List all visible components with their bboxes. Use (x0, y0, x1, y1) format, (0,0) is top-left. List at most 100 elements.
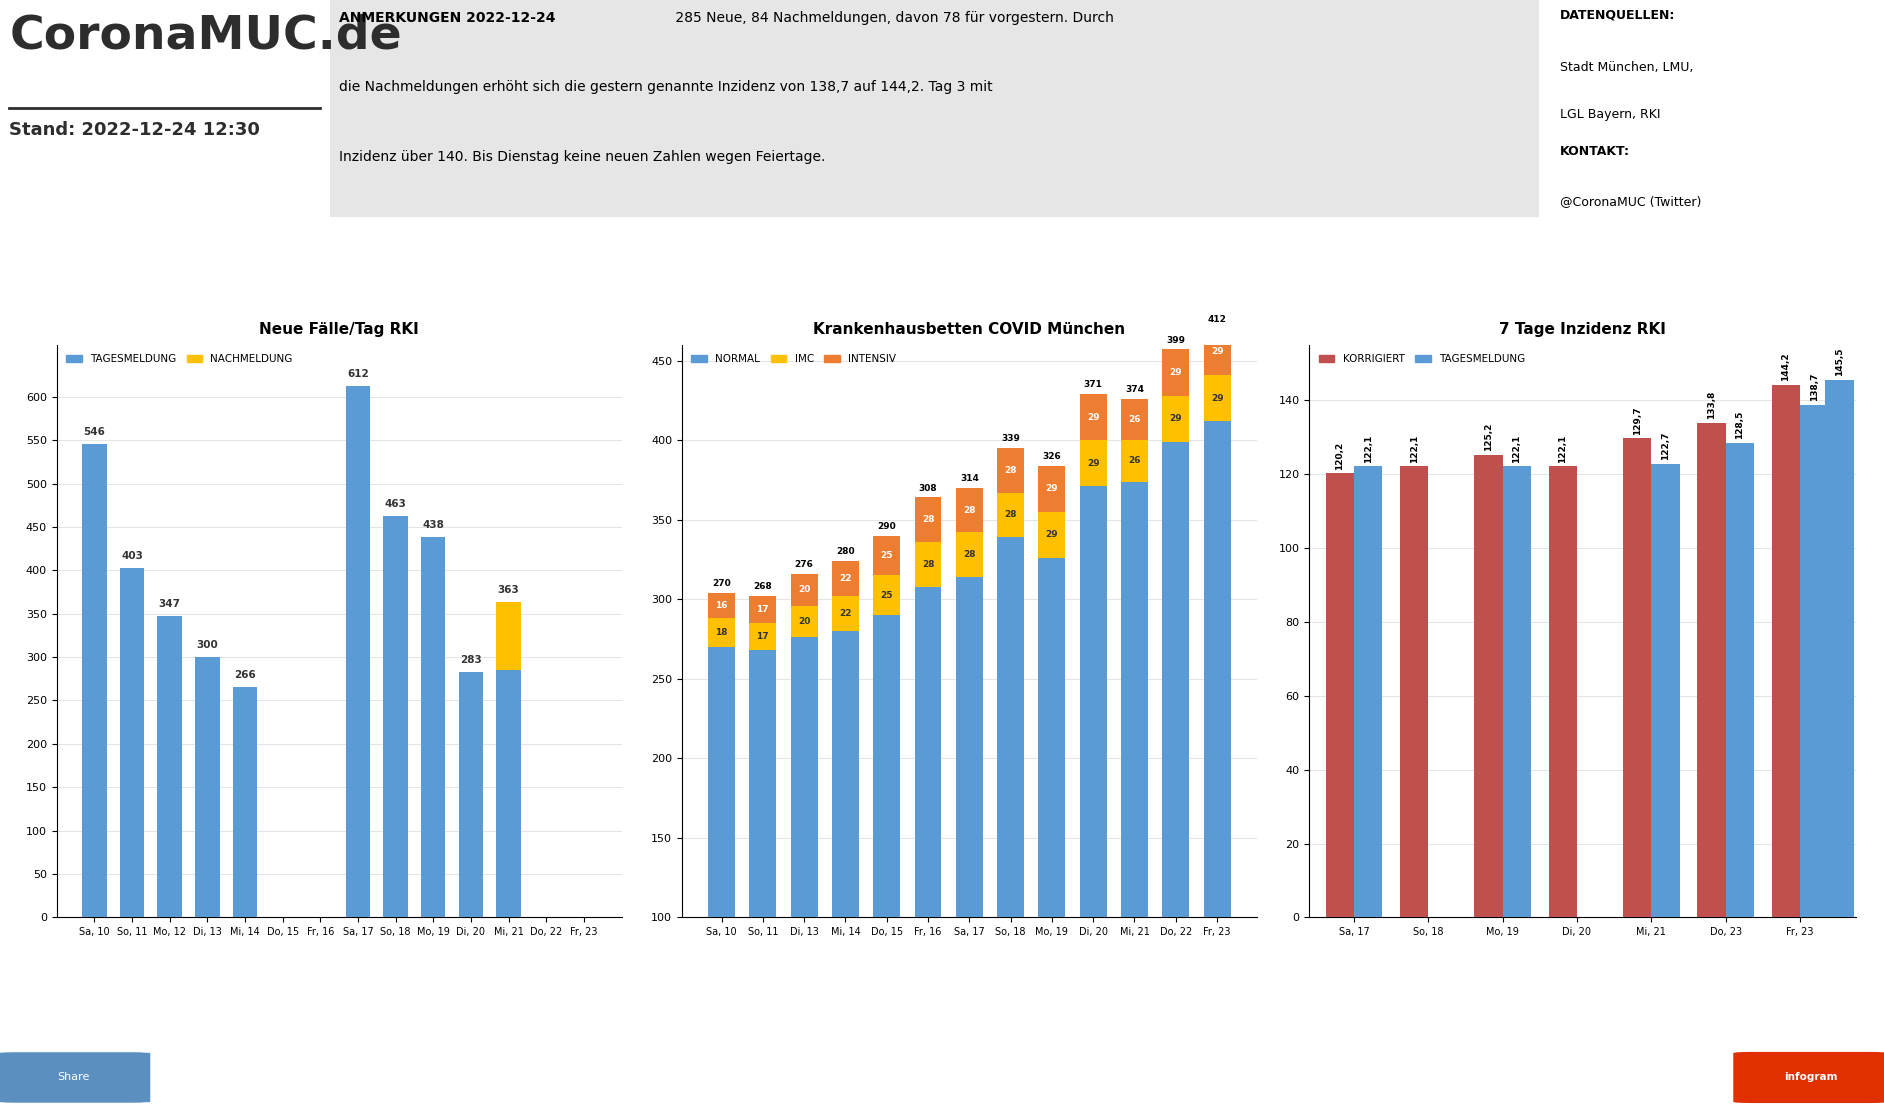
Text: 314: 314 (959, 474, 980, 483)
Bar (997, 448, 1025, 493)
Bar (874, 575, 901, 615)
Bar (1204, 375, 1230, 421)
Bar (708, 593, 735, 618)
Text: Summe RKI heute minus Genesene: Summe RKI heute minus Genesene (982, 1017, 1283, 1033)
Text: 14: 14 (927, 246, 978, 279)
Text: 268: 268 (754, 583, 772, 592)
Text: 28: 28 (921, 515, 934, 524)
Bar (234, 686, 258, 917)
Bar (83, 444, 107, 917)
Text: 326: 326 (1042, 451, 1061, 460)
Text: 122,1: 122,1 (1364, 434, 1373, 463)
Text: BESTÄTIGTE FÄLLE: BESTÄTIGTE FÄLLE (75, 227, 185, 237)
Bar (1799, 405, 1827, 917)
Text: 29: 29 (1211, 394, 1223, 403)
Bar (1326, 474, 1355, 917)
Text: NORMAL        IMC        INTENSIV: NORMAL IMC INTENSIV (872, 299, 1015, 308)
Bar (750, 596, 776, 623)
Text: 280: 280 (836, 547, 855, 556)
Text: 403: 403 (121, 550, 143, 560)
Text: 308: 308 (919, 484, 938, 493)
Text: 270: 270 (712, 579, 731, 588)
Text: Gesamt: 2.405: Gesamt: 2.405 (324, 305, 403, 315)
Text: 412: 412 (1208, 315, 1226, 324)
Text: Gesamt: 704.440: Gesamt: 704.440 (85, 305, 175, 315)
Text: 144,2: 144,2 (1782, 353, 1790, 381)
Text: infogram: infogram (1784, 1072, 1837, 1082)
Bar (1038, 512, 1064, 558)
Text: 18: 18 (716, 628, 727, 637)
Text: Made with: Made with (1658, 1072, 1716, 1082)
Bar (1503, 466, 1532, 917)
Bar (997, 537, 1025, 1076)
Bar (1121, 481, 1147, 1076)
Text: +3: +3 (333, 244, 394, 281)
Bar (1697, 423, 1726, 917)
Bar (1121, 399, 1147, 440)
Bar (1355, 466, 1383, 917)
Text: Share: Share (57, 1072, 90, 1082)
Text: 22: 22 (838, 609, 852, 618)
Text: Stand: 2022-12-24 12:30: Stand: 2022-12-24 12:30 (9, 121, 260, 139)
FancyBboxPatch shape (1733, 1052, 1884, 1103)
Legend: KORRIGIERT, TAGESMELDUNG: KORRIGIERT, TAGESMELDUNG (1315, 350, 1530, 368)
Text: 29: 29 (1087, 413, 1100, 421)
Text: Genesene: 700.505: Genesene: 700.505 (546, 305, 648, 315)
Bar (1826, 380, 1854, 917)
Text: REPRODUKTIONSWERT: REPRODUKTIONSWERT (1260, 227, 1396, 237)
Text: 339: 339 (1000, 435, 1019, 444)
Text: 29: 29 (1087, 459, 1100, 468)
Bar (874, 536, 901, 575)
Bar (833, 596, 859, 632)
Bar (196, 657, 220, 917)
Text: 16: 16 (716, 602, 727, 610)
Text: 26: 26 (1129, 415, 1140, 424)
Text: 17: 17 (757, 632, 769, 642)
Text: 29: 29 (1211, 347, 1223, 356)
Text: 122,1: 122,1 (1513, 434, 1520, 463)
Text: CoronaMUC.de: CoronaMUC.de (9, 13, 401, 58)
Bar (1726, 443, 1754, 917)
Bar (1650, 464, 1679, 917)
Bar (1080, 440, 1106, 486)
Bar (158, 616, 183, 917)
Text: 347: 347 (158, 599, 181, 609)
Text: KONTAKT:: KONTAKT: (1560, 146, 1630, 158)
FancyBboxPatch shape (0, 1052, 151, 1103)
Text: 29: 29 (1046, 484, 1059, 494)
Text: 25: 25 (880, 552, 893, 560)
Bar (1475, 455, 1503, 917)
Text: 1,07: 1,07 (1279, 244, 1377, 281)
Title: 7 Tage Inzidenz RKI: 7 Tage Inzidenz RKI (1500, 321, 1665, 337)
Bar (495, 671, 520, 917)
Text: INZIDENZ RKI: INZIDENZ RKI (1601, 227, 1682, 237)
Bar (874, 615, 901, 1076)
Text: 3.937: 3.937 (535, 244, 659, 281)
Bar (833, 562, 859, 596)
Legend: NORMAL, IMC, INTENSIV: NORMAL, IMC, INTENSIV (688, 350, 901, 368)
Bar (997, 493, 1025, 537)
Bar (1080, 486, 1106, 1076)
Bar (1038, 558, 1064, 1076)
Text: 374: 374 (1125, 385, 1144, 394)
Text: 20: 20 (799, 585, 810, 594)
Text: 546: 546 (83, 427, 106, 437)
Text: AKTUELL INFIZIERTE*: AKTUELL INFIZIERTE* (535, 227, 659, 237)
Text: ANMERKUNGEN 2022-12-24: ANMERKUNGEN 2022-12-24 (339, 11, 556, 24)
Bar (955, 577, 983, 1076)
Text: 129,7: 129,7 (1633, 406, 1641, 435)
Text: LGL Bayern, RKI: LGL Bayern, RKI (1560, 108, 1660, 121)
Text: 133,8: 133,8 (1707, 391, 1716, 419)
Text: 17: 17 (757, 605, 769, 614)
Text: 285 Neue, 84 Nachmeldungen, davon 78 für vorgestern. Durch: 285 Neue, 84 Nachmeldungen, davon 78 für… (671, 11, 1113, 24)
Text: 371: 371 (1083, 380, 1102, 389)
Text: 363: 363 (497, 586, 520, 596)
Text: 25: 25 (880, 590, 893, 599)
Text: 28: 28 (1004, 510, 1017, 519)
Bar (1549, 466, 1577, 917)
Bar (420, 537, 445, 917)
Text: 145,5: 145,5 (1581, 244, 1703, 281)
Text: 28: 28 (963, 550, 976, 559)
Legend: TAGESMELDUNG, NACHMELDUNG: TAGESMELDUNG, NACHMELDUNG (62, 350, 298, 368)
Text: Di-Sa, nicht nach
Feiertagen: Di-Sa, nicht nach Feiertagen (1598, 294, 1686, 315)
